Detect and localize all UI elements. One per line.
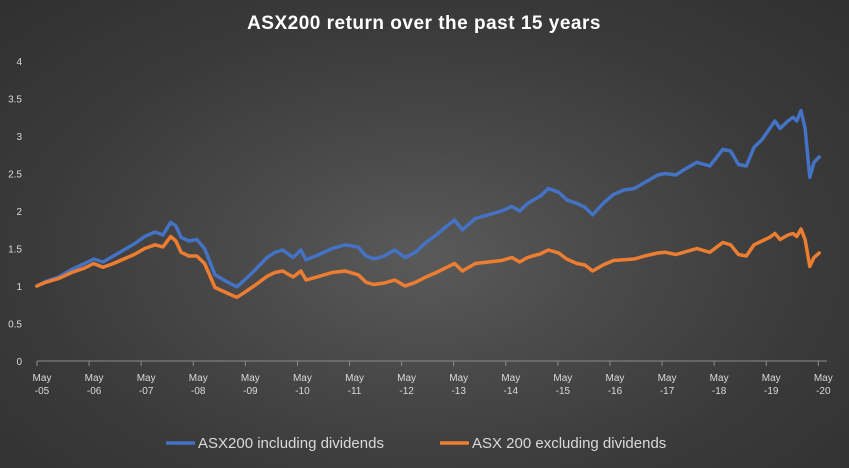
y-tick-label: 3.5 — [8, 95, 22, 106]
x-tick-label: May -10 — [293, 373, 312, 397]
y-tick-label: 0.5 — [8, 320, 22, 331]
y-tick-label: 2.5 — [8, 170, 22, 181]
series-layer — [35, 108, 821, 300]
x-tick-label: May -12 — [397, 373, 416, 397]
series-line-0 — [35, 108, 821, 289]
legend: ASX200 including dividends ASX 200 exclu… — [166, 435, 666, 452]
legend-label: ASX200 including dividends — [198, 435, 384, 452]
x-axis: May -05 May -06 May -07 May -08 May -09 May -10 May -… — [33, 360, 833, 397]
y-tick-label: 3 — [16, 132, 22, 143]
x-tick-label: May -06 — [85, 373, 104, 397]
x-tick-label: May -09 — [241, 373, 260, 397]
chart-title: ASX200 return over the past 15 years — [247, 13, 601, 34]
x-tick-label: May -19 — [762, 373, 781, 397]
x-tick-label: May -14 — [501, 373, 520, 397]
y-tick-label: 0 — [16, 357, 22, 368]
legend-item-0: ASX200 including dividends — [166, 435, 384, 452]
y-tick-label: 2 — [16, 207, 22, 218]
x-tick-label: May -20 — [814, 373, 833, 397]
y-tick-label: 1.5 — [8, 245, 22, 256]
series-line-1 — [35, 227, 821, 300]
x-tick-label: May -15 — [553, 373, 572, 397]
y-axis: 0 0.5 1 1.5 2 2.5 3 3.5 4 — [8, 57, 22, 368]
x-tick-label: May -08 — [189, 373, 208, 397]
x-tick-label: May -05 — [33, 373, 52, 397]
x-tick-label: May -16 — [606, 373, 625, 397]
x-tick-label: May -18 — [710, 373, 729, 397]
x-tick-label: May -07 — [137, 373, 156, 397]
legend-label: ASX 200 excluding dividends — [472, 435, 666, 452]
y-tick-label: 4 — [16, 57, 22, 68]
x-tick-label: May -17 — [658, 373, 677, 397]
x-tick-label: May -11 — [345, 373, 364, 397]
legend-item-1: ASX 200 excluding dividends — [440, 435, 666, 452]
y-tick-label: 1 — [16, 282, 22, 293]
x-tick-label: May -13 — [449, 373, 468, 397]
